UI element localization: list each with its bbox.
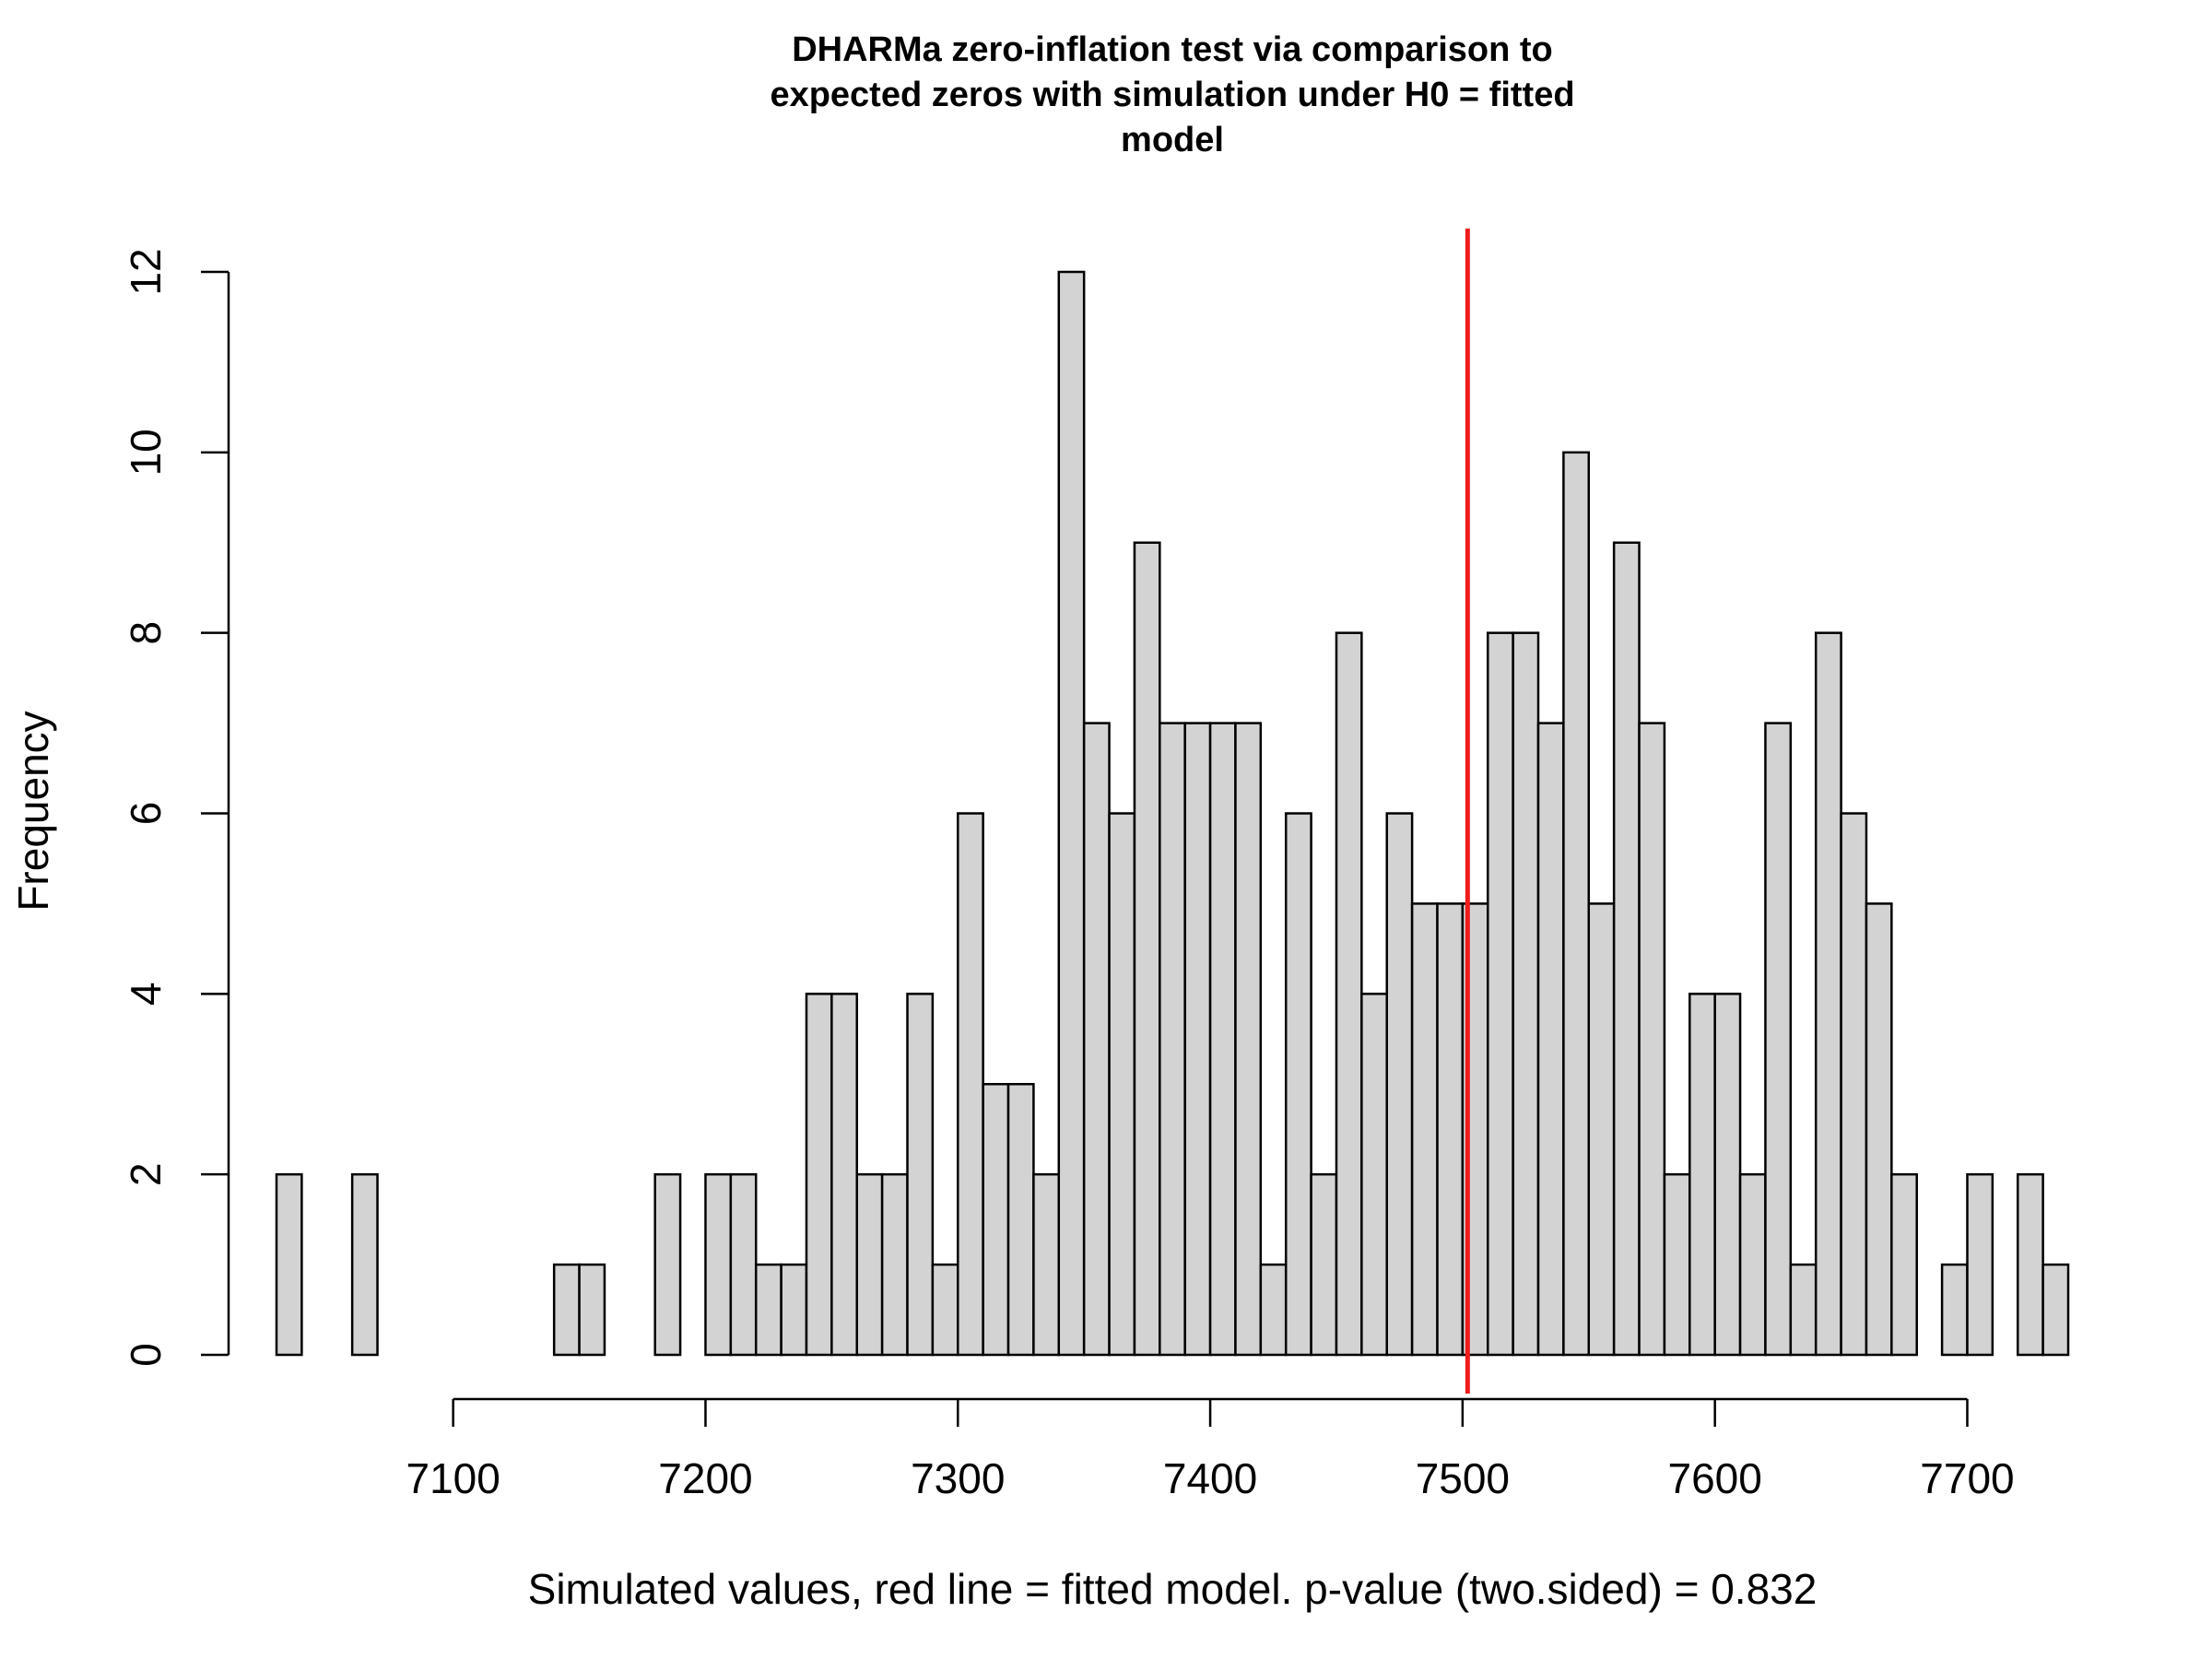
- histogram-bar: [931, 1263, 959, 1357]
- histogram-bar: [1234, 722, 1263, 1357]
- title-line-1: DHARMa zero-inflation test via compariso…: [792, 30, 1553, 69]
- y-tick-label: 12: [122, 248, 170, 295]
- histogram-bar: [1512, 631, 1540, 1357]
- x-tick-label: 7100: [406, 1454, 500, 1502]
- histogram-bar: [1310, 1172, 1338, 1357]
- histogram-bar: [906, 993, 935, 1357]
- histogram-bar: [754, 1263, 782, 1357]
- title-line-2: expected zeros with simulation under H0 …: [770, 76, 1574, 114]
- histogram-bar: [1738, 1172, 1767, 1357]
- histogram-bar: [1284, 812, 1312, 1357]
- x-tick-label: 7600: [1668, 1454, 1762, 1502]
- histogram-bar: [1688, 993, 1716, 1357]
- histogram-bar: [1057, 270, 1086, 1357]
- histogram-bar: [1966, 1172, 1994, 1357]
- y-tick-label: 4: [122, 982, 170, 1006]
- histogram-bar: [704, 1172, 733, 1357]
- histogram-bar: [1638, 722, 1666, 1357]
- title-line-3: model: [1121, 121, 1224, 159]
- y-axis-label: Frequency: [9, 711, 57, 911]
- histogram-bar: [1865, 902, 1893, 1357]
- x-tick-label: 7700: [1920, 1454, 2014, 1502]
- histogram-bar: [2041, 1263, 2070, 1357]
- x-tick-label: 7400: [1163, 1454, 1257, 1502]
- histogram-bar: [1940, 1263, 1969, 1357]
- histogram-bar: [1082, 722, 1111, 1357]
- histogram-bar: [1108, 812, 1136, 1357]
- histogram-bar: [982, 1083, 1010, 1357]
- histogram-bar: [578, 1263, 606, 1357]
- histogram-bar: [1006, 1083, 1035, 1357]
- histogram-bar: [1764, 722, 1793, 1357]
- histogram-bar: [1562, 451, 1591, 1357]
- y-tick-label: 8: [122, 621, 170, 645]
- histogram-bar: [780, 1263, 808, 1357]
- histogram-bar: [1259, 1263, 1288, 1357]
- y-tick-label: 0: [122, 1343, 170, 1367]
- histogram-bar: [1183, 722, 1212, 1357]
- histogram-bar: [1663, 1172, 1691, 1357]
- histogram-bar: [552, 1263, 581, 1357]
- histogram-bar: [830, 993, 858, 1357]
- histogram-bar: [350, 1172, 379, 1357]
- histogram-bars: [275, 270, 2070, 1357]
- x-axis: 7100 7200 7300 7400 7500 7600 7700: [406, 1397, 2015, 1502]
- x-tick-label: 7200: [658, 1454, 752, 1502]
- histogram-bar: [1840, 812, 1868, 1357]
- y-tick-label: 2: [122, 1162, 170, 1186]
- histogram-bar: [729, 1172, 758, 1357]
- y-axis: 0 2 4 6 8 10 12: [122, 248, 230, 1367]
- x-axis-label: Simulated values, red line = fitted mode…: [528, 1565, 1818, 1613]
- histogram-bar: [653, 1172, 682, 1357]
- histogram-bar: [1713, 993, 1742, 1357]
- y-tick-label: 10: [122, 429, 170, 476]
- histogram-bar: [1436, 902, 1465, 1357]
- histogram-bar: [1360, 993, 1388, 1357]
- histogram-bar: [1133, 541, 1161, 1357]
- histogram-bar: [1890, 1172, 1918, 1357]
- histogram-bar: [1410, 902, 1439, 1357]
- histogram-bar: [1385, 812, 1414, 1357]
- histogram-bar: [1032, 1172, 1061, 1357]
- histogram-bar: [1587, 902, 1616, 1357]
- histogram-bar: [1159, 722, 1186, 1357]
- x-tick-label: 7500: [1416, 1454, 1510, 1502]
- histogram-bar: [880, 1172, 909, 1357]
- histogram-bar: [1789, 1263, 1818, 1357]
- histogram-bar: [2016, 1172, 2044, 1357]
- histogram-bar: [1335, 631, 1363, 1357]
- histogram-bar: [1814, 631, 1842, 1357]
- chart-title: DHARMa zero-inflation test via compariso…: [770, 30, 1574, 159]
- histogram-bar: [275, 1172, 303, 1357]
- x-tick-label: 7300: [911, 1454, 1005, 1502]
- histogram-bar: [805, 993, 833, 1357]
- histogram-bar: [957, 812, 984, 1357]
- histogram-bar: [1612, 541, 1641, 1357]
- histogram-bar: [855, 1172, 884, 1357]
- histogram-bar: [1536, 722, 1565, 1357]
- y-tick-label: 6: [122, 802, 170, 826]
- histogram-bar: [1487, 631, 1514, 1357]
- histogram-bar: [1208, 722, 1237, 1357]
